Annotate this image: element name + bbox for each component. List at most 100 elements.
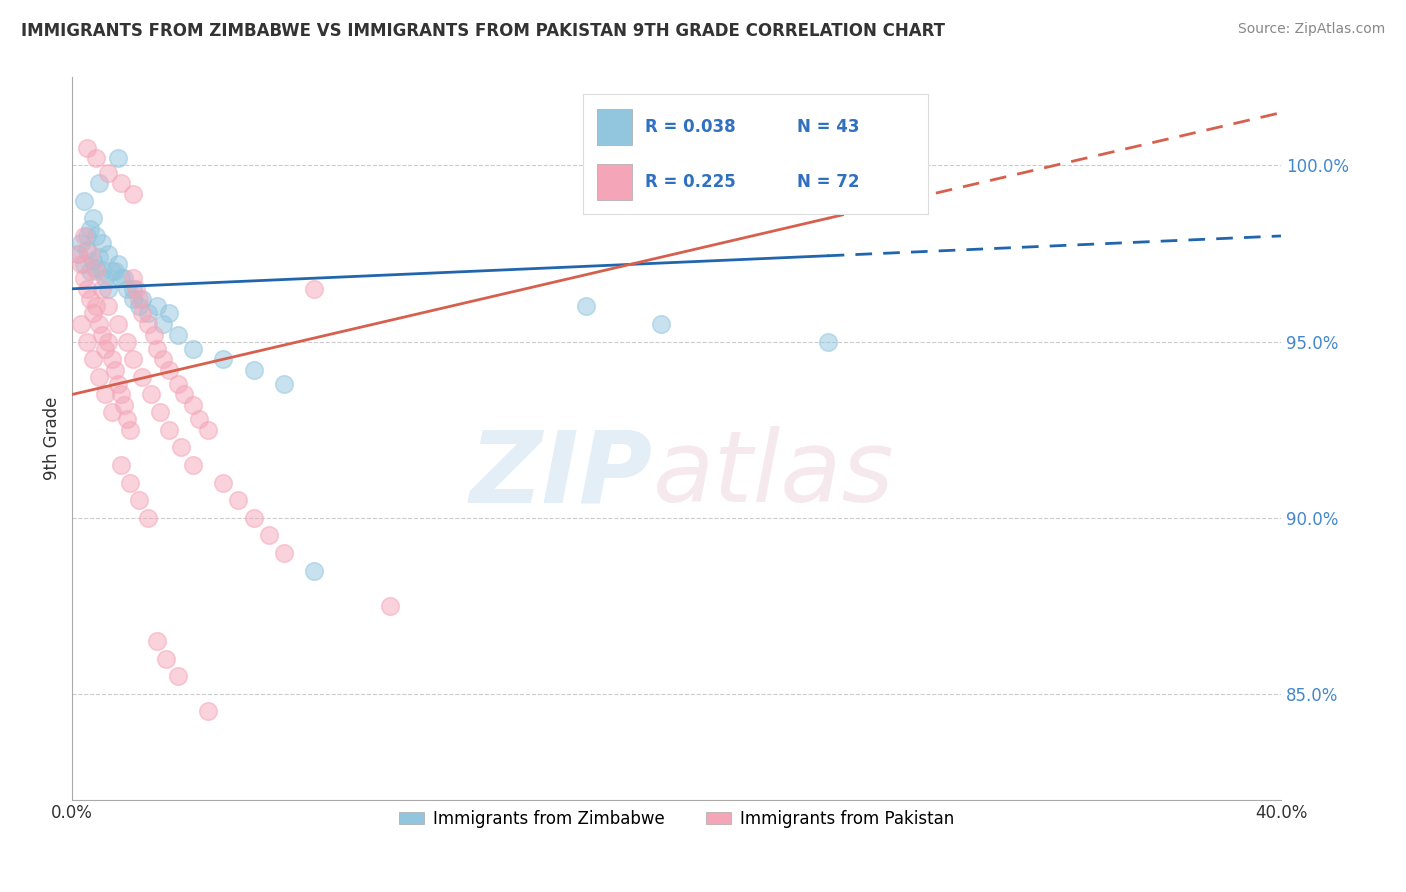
Legend: Immigrants from Zimbabwe, Immigrants from Pakistan: Immigrants from Zimbabwe, Immigrants fro… [392,803,960,835]
Point [188,412,211,426]
Point [575,299,598,313]
Point [115,412,138,426]
Point [70,235,93,250]
Point [155,651,177,665]
Point [181,458,204,472]
Text: ZIP: ZIP [470,426,652,523]
Point [146,634,169,648]
Point [97,282,120,296]
Point [146,342,169,356]
Point [89,250,111,264]
Point [136,306,159,320]
Point [118,475,141,490]
Point [121,293,143,307]
Point [86,299,108,313]
Y-axis label: 9th Grade: 9th Grade [44,397,60,480]
Point [73,257,96,271]
Point [76,334,98,349]
Point [73,229,96,244]
Point [197,423,219,437]
Point [86,264,108,278]
Point [817,334,839,349]
Point [100,352,122,367]
Point [173,387,195,401]
Point [146,299,169,313]
Point [228,493,250,508]
Point [136,317,159,331]
Point [152,317,174,331]
Point [94,342,117,356]
Point [76,141,98,155]
Point [128,493,150,508]
Point [170,440,193,454]
Text: R = 0.225: R = 0.225 [645,172,737,191]
Point [82,306,104,320]
Point [131,369,153,384]
Text: R = 0.038: R = 0.038 [645,119,737,136]
Point [181,342,204,356]
Point [86,260,108,275]
Point [125,282,148,296]
Point [100,405,122,419]
Point [197,705,219,719]
Point [121,186,143,201]
Point [97,246,120,260]
Point [89,176,111,190]
Point [73,194,96,208]
Point [136,510,159,524]
Point [76,229,98,244]
Point [131,306,153,320]
Point [167,376,190,391]
Point [79,222,101,236]
Point [212,475,235,490]
Point [110,387,132,401]
Point [97,299,120,313]
Point [97,334,120,349]
Point [107,376,129,391]
Point [79,264,101,278]
Point [82,352,104,367]
Bar [598,110,631,145]
Point [149,405,172,419]
Point [157,363,180,377]
Point [115,334,138,349]
Point [273,546,295,560]
Point [128,299,150,313]
Point [242,363,264,377]
Point [157,423,180,437]
Text: N = 43: N = 43 [797,119,859,136]
Point [121,282,143,296]
Point [157,306,180,320]
Point [89,317,111,331]
Point [212,352,235,367]
Point [103,264,125,278]
Point [70,257,93,271]
Point [131,293,153,307]
Text: Source: ZipAtlas.com: Source: ZipAtlas.com [1237,22,1385,37]
Point [112,271,135,285]
Point [257,528,280,542]
Point [139,387,162,401]
Point [94,387,117,401]
Point [82,211,104,226]
Text: atlas: atlas [652,426,894,523]
Point [121,352,143,367]
Point [86,152,108,166]
Point [73,271,96,285]
Point [110,271,132,285]
Point [302,282,325,296]
Point [107,257,129,271]
Point [181,398,204,412]
Point [112,398,135,412]
Point [100,264,122,278]
Point [167,669,190,683]
Point [103,363,125,377]
Point [107,152,129,166]
Point [79,293,101,307]
Point [91,235,114,250]
Point [378,599,401,613]
Point [107,317,129,331]
Point [91,282,114,296]
Point [67,246,90,260]
Point [82,253,104,268]
